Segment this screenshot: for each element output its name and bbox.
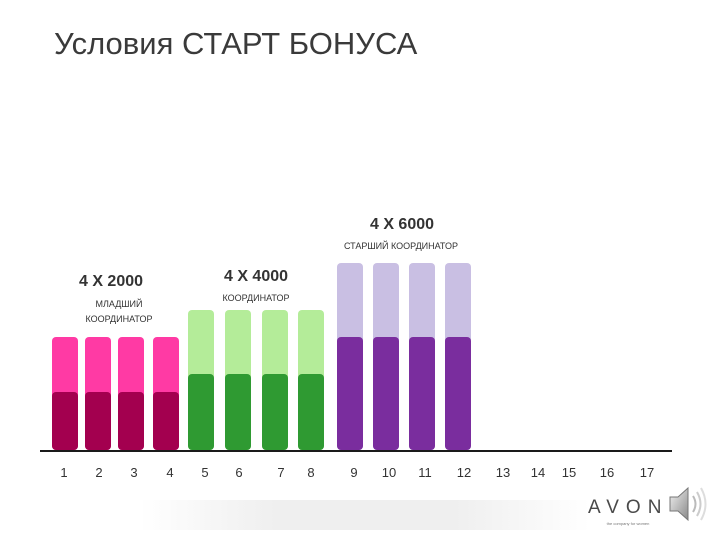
bar-lower-month-5	[188, 374, 214, 450]
group-label-2: 4 X 4000	[224, 268, 288, 285]
bonus-bar-chart: 4 X 2000 МЛАДШИЙ КООРДИНАТОР 4 X 4000 КООРДИ…	[40, 216, 672, 480]
group-labels: 4 X 2000 МЛАДШИЙ КООРДИНАТОР 4 X 4000 КООРДИ…	[79, 216, 458, 324]
x-tick-13: 13	[496, 465, 510, 480]
bar-lower-month-10	[373, 337, 399, 450]
speaker-icon[interactable]	[662, 478, 712, 528]
bar-lower-month-9	[337, 337, 363, 450]
x-tick-9: 9	[350, 465, 357, 480]
logo-wordmark: AVON	[588, 497, 669, 518]
logo-tagline: the company for women	[606, 521, 650, 526]
x-tick-17: 17	[640, 465, 654, 480]
x-tick-11: 11	[418, 465, 432, 480]
x-tick-3: 3	[130, 465, 137, 480]
bar-lower-month-7	[262, 374, 288, 450]
brand-logo: AVON the company for women	[588, 498, 668, 534]
x-tick-6: 6	[235, 465, 242, 480]
bar-lower-month-12	[445, 337, 471, 450]
x-tick-labels: 1 2 3 4 5 6 7 8 9 10 11 12 13 14 15 16 17	[60, 465, 654, 480]
x-tick-1: 1	[60, 465, 67, 480]
bar-lower-month-8	[298, 374, 324, 450]
x-tick-14: 14	[531, 465, 545, 480]
bar-lower-month-3	[118, 392, 144, 450]
x-tick-2: 2	[95, 465, 102, 480]
group-label-1: 4 X 2000	[79, 273, 143, 290]
group-sublabel-3: СТАРШИЙ КООРДИНАТОР	[344, 240, 458, 251]
bar-lower-month-11	[409, 337, 435, 450]
bar-lower-month-6	[225, 374, 251, 450]
group-sublabel-1-line-1: МЛАДШИЙ	[96, 298, 143, 309]
x-tick-15: 15	[562, 465, 576, 480]
x-tick-12: 12	[457, 465, 471, 480]
bar-lower-month-1	[52, 392, 78, 450]
bars	[52, 263, 471, 450]
group-sublabel-2: КООРДИНАТОР	[222, 293, 289, 303]
x-tick-10: 10	[382, 465, 396, 480]
slide-title: Условия СТАРТ БОНУСА	[54, 26, 418, 61]
x-tick-4: 4	[166, 465, 173, 480]
x-tick-16: 16	[600, 465, 614, 480]
bar-lower-month-2	[85, 392, 111, 450]
group-sublabel-1-line-2: КООРДИНАТОР	[85, 314, 152, 324]
footer-band	[140, 500, 590, 530]
x-tick-7: 7	[277, 465, 284, 480]
bar-lower-month-4	[153, 392, 179, 450]
x-tick-8: 8	[307, 465, 314, 480]
group-label-3: 4 X 6000	[370, 216, 434, 233]
x-tick-5: 5	[201, 465, 208, 480]
